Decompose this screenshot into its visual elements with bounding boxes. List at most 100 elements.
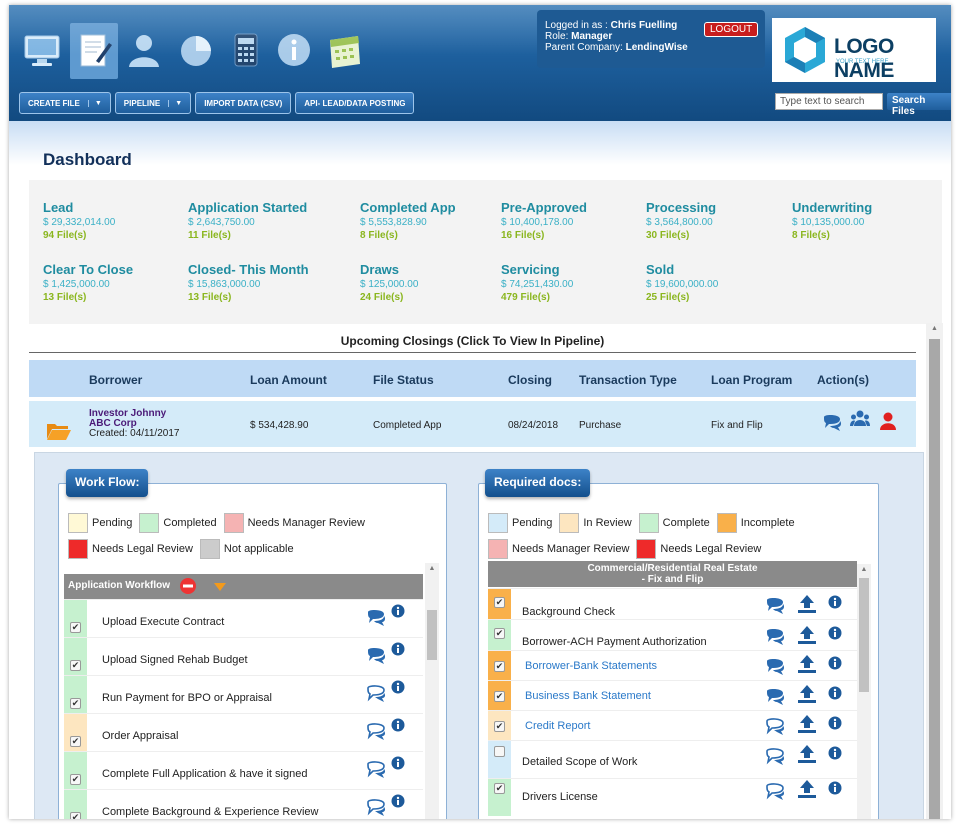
checkbox[interactable]: ✔ (70, 812, 81, 819)
info-icon[interactable] (828, 656, 842, 670)
api-posting-button[interactable]: API- LEAD/DATA POSTING (295, 92, 415, 114)
stat-processing[interactable]: Processing $ 3,564,800.00 30 File(s) (646, 200, 716, 241)
user-icon[interactable] (123, 29, 165, 71)
stat-servicing[interactable]: Servicing $ 74,251,430.00 479 File(s) (501, 262, 573, 303)
item-label[interactable]: Borrower-Bank Statements (525, 660, 658, 672)
upload-icon[interactable] (797, 684, 817, 704)
info-icon[interactable] (391, 794, 405, 808)
import-data-button[interactable]: IMPORT DATA (CSV) (195, 92, 292, 114)
borrower-company[interactable]: ABC Corp (89, 418, 137, 429)
list-item[interactable]: ✔ Upload Signed Rehab Budget (64, 637, 423, 675)
chevron-down-icon[interactable] (214, 582, 226, 592)
checkbox[interactable] (494, 746, 505, 757)
pie-chart-icon[interactable] (175, 29, 217, 71)
chat-outline-icon[interactable] (366, 798, 386, 818)
docs-scrollbar[interactable]: ▲ (857, 564, 871, 819)
list-item[interactable]: ✔ Credit Report (488, 710, 857, 740)
list-item[interactable]: ✔ Background Check (488, 588, 857, 619)
chat-icon[interactable] (366, 608, 386, 628)
list-item[interactable]: ✔ Borrower-ACH Payment Authorization (488, 619, 857, 650)
item-label[interactable]: Credit Report (525, 720, 591, 732)
checkbox[interactable]: ✔ (494, 691, 505, 702)
stat-lead[interactable]: Lead $ 29,332,014.00 94 File(s) (43, 200, 115, 241)
list-item[interactable]: ✔ Business Bank Statement (488, 680, 857, 710)
create-file-button[interactable]: CREATE FILE ▼ (19, 92, 111, 114)
upload-icon[interactable] (797, 779, 817, 799)
info-icon[interactable] (828, 686, 842, 700)
chevron-down-icon[interactable]: ▼ (87, 99, 102, 107)
chat-icon[interactable] (366, 646, 386, 666)
stat-pre-approved[interactable]: Pre-Approved $ 10,400,178.00 16 File(s) (501, 200, 587, 241)
calendar-icon[interactable] (323, 29, 365, 71)
search-files-button[interactable]: Search Files (887, 93, 951, 117)
checkbox[interactable]: ✔ (70, 736, 81, 747)
calculator-icon[interactable] (225, 29, 267, 71)
scroll-thumb[interactable] (929, 339, 940, 819)
stat-completed-app[interactable]: Completed App $ 5,553,828.90 8 File(s) (360, 200, 456, 241)
chat-icon[interactable] (765, 657, 785, 677)
scroll-up-icon[interactable]: ▲ (428, 565, 436, 572)
stat-application-started[interactable]: Application Started $ 2,643,750.00 11 File… (188, 200, 307, 241)
info-icon[interactable] (828, 781, 842, 795)
info-icon[interactable] (828, 626, 842, 640)
info-icon[interactable] (828, 716, 842, 730)
checkbox[interactable]: ✔ (494, 661, 505, 672)
folder-open-icon[interactable] (46, 421, 72, 441)
collapse-icon[interactable] (179, 577, 197, 595)
chat-icon[interactable] (822, 413, 842, 433)
upload-icon[interactable] (797, 625, 817, 645)
upload-icon[interactable] (797, 744, 817, 764)
info-icon[interactable] (391, 680, 405, 694)
chevron-down-icon[interactable]: ▼ (168, 99, 182, 107)
checkbox[interactable]: ✔ (494, 628, 505, 639)
chat-outline-icon[interactable] (765, 717, 785, 737)
list-item[interactable]: ✔ Order Appraisal (64, 713, 423, 751)
scroll-up-icon[interactable]: ▲ (931, 325, 938, 332)
page-scrollbar[interactable]: ▲ (926, 323, 943, 819)
stat-sold[interactable]: Sold $ 19,600,000.00 25 File(s) (646, 262, 718, 303)
chat-icon[interactable] (765, 596, 785, 616)
checkbox[interactable]: ✔ (494, 783, 505, 794)
upcoming-closings-title[interactable]: Upcoming Closings (Click To View In Pipe… (29, 334, 916, 353)
list-item[interactable]: ✔ Complete Full Application & have it sig… (64, 751, 423, 789)
stat-draws[interactable]: Draws $ 125,000.00 24 File(s) (360, 262, 418, 303)
checkbox[interactable]: ✔ (70, 774, 81, 785)
info-icon[interactable] (391, 604, 405, 618)
list-item[interactable]: ✔ Drivers License (488, 778, 857, 816)
list-item[interactable]: ✔ Borrower-Bank Statements (488, 650, 857, 680)
logout-button[interactable]: LOGOUT (704, 22, 759, 37)
upload-icon[interactable] (797, 654, 817, 674)
pipeline-button[interactable]: PIPELINE ▼ (114, 92, 192, 114)
chat-outline-icon[interactable] (366, 722, 386, 742)
scroll-up-icon[interactable]: ▲ (860, 566, 868, 573)
stat-underwriting[interactable]: Underwriting $ 10,135,000.00 8 File(s) (792, 200, 872, 241)
list-item[interactable]: ✔ Complete Background & Experience Review (64, 789, 423, 819)
borrower-name[interactable]: Investor Johnny (89, 408, 167, 419)
checkbox[interactable]: ✔ (70, 660, 81, 671)
chat-outline-icon[interactable] (765, 782, 785, 802)
info-icon[interactable] (391, 642, 405, 656)
list-item[interactable]: Detailed Scope of Work (488, 740, 857, 778)
chat-outline-icon[interactable] (366, 760, 386, 780)
chat-outline-icon[interactable] (366, 684, 386, 704)
chat-icon[interactable] (765, 627, 785, 647)
table-row[interactable]: Investor Johnny ABC Corp Created: 04/11/… (29, 401, 916, 447)
monitor-icon[interactable] (21, 29, 63, 71)
stat-closed-this-month[interactable]: Closed- This Month $ 15,863,000.00 13 File… (188, 262, 309, 303)
info-icon[interactable] (391, 718, 405, 732)
checkbox[interactable]: ✔ (70, 698, 81, 709)
scroll-thumb[interactable] (859, 578, 869, 692)
upload-icon[interactable] (797, 714, 817, 734)
info-icon[interactable] (828, 746, 842, 760)
item-label[interactable]: Business Bank Statement (525, 690, 651, 702)
search-input[interactable]: Type text to search (775, 93, 883, 110)
info-icon[interactable] (828, 595, 842, 609)
info-icon[interactable] (273, 29, 315, 71)
info-icon[interactable] (391, 756, 405, 770)
scroll-thumb[interactable] (427, 610, 437, 660)
chat-icon[interactable] (765, 687, 785, 707)
checkbox[interactable]: ✔ (494, 721, 505, 732)
checkbox[interactable]: ✔ (494, 597, 505, 608)
list-item[interactable]: ✔ Run Payment for BPO or Appraisal (64, 675, 423, 713)
stat-clear-to-close[interactable]: Clear To Close $ 1,425,000.00 13 File(s) (43, 262, 133, 303)
